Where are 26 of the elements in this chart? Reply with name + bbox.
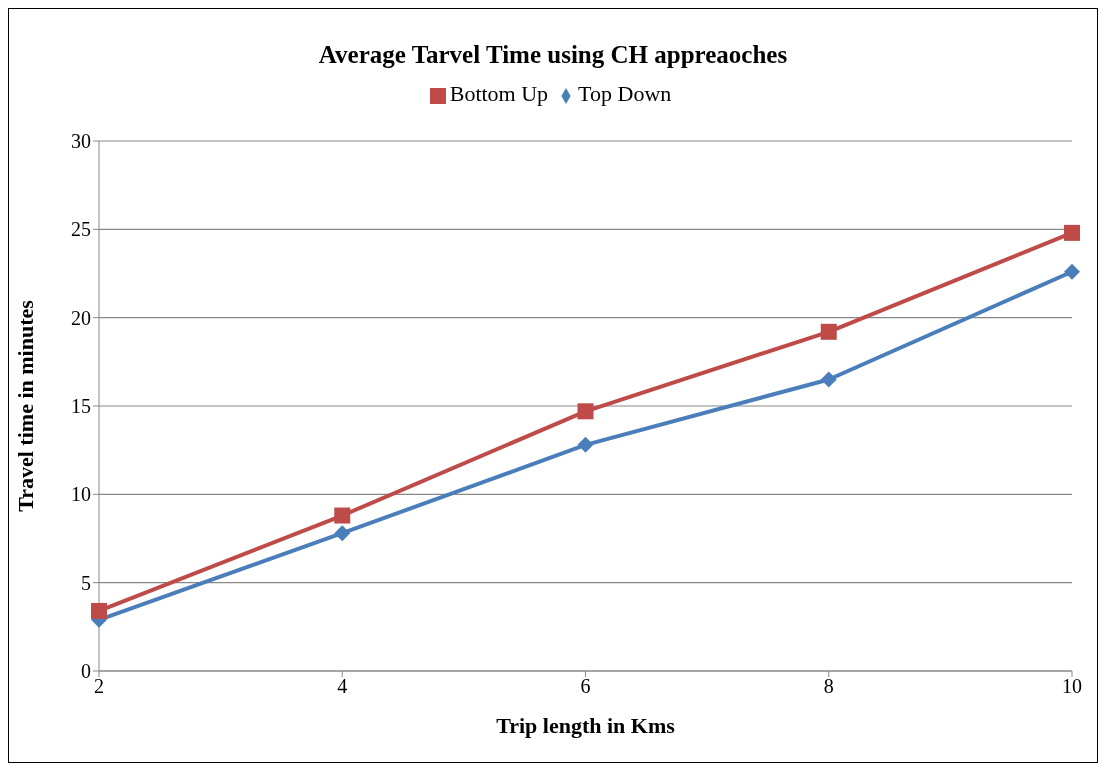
y-tick-label: 20: [71, 306, 91, 329]
y-axis-title: Travel time in minutes: [12, 299, 38, 512]
x-tick-label: 10: [1062, 675, 1082, 698]
x-axis-title: Trip length in Kms: [496, 713, 676, 738]
point: [334, 525, 351, 542]
x-tick-label: 6: [580, 675, 591, 698]
y-tick-label: 0: [81, 660, 91, 683]
y-tick-label: 10: [71, 483, 91, 506]
x-tick-label: 8: [823, 675, 834, 698]
point: [1064, 224, 1080, 241]
legend-label: Top Down: [578, 81, 672, 106]
x-tick-label: 4: [337, 675, 348, 698]
y-tick-label: 25: [71, 218, 91, 241]
chart-title: Average Tarvel Time using CH appreaoches: [317, 40, 789, 70]
point: [820, 323, 837, 340]
point: [1064, 263, 1080, 280]
y-tick-label: 5: [81, 571, 91, 594]
x-tick-label: 2: [94, 675, 104, 698]
point: [577, 403, 594, 420]
point: [577, 436, 594, 453]
legend-label: Bottom Up: [449, 81, 549, 106]
point: [820, 371, 837, 388]
point: [334, 507, 351, 524]
y-tick-label: 15: [71, 395, 91, 418]
y-tick-label: 30: [71, 130, 91, 153]
point: [91, 602, 107, 619]
